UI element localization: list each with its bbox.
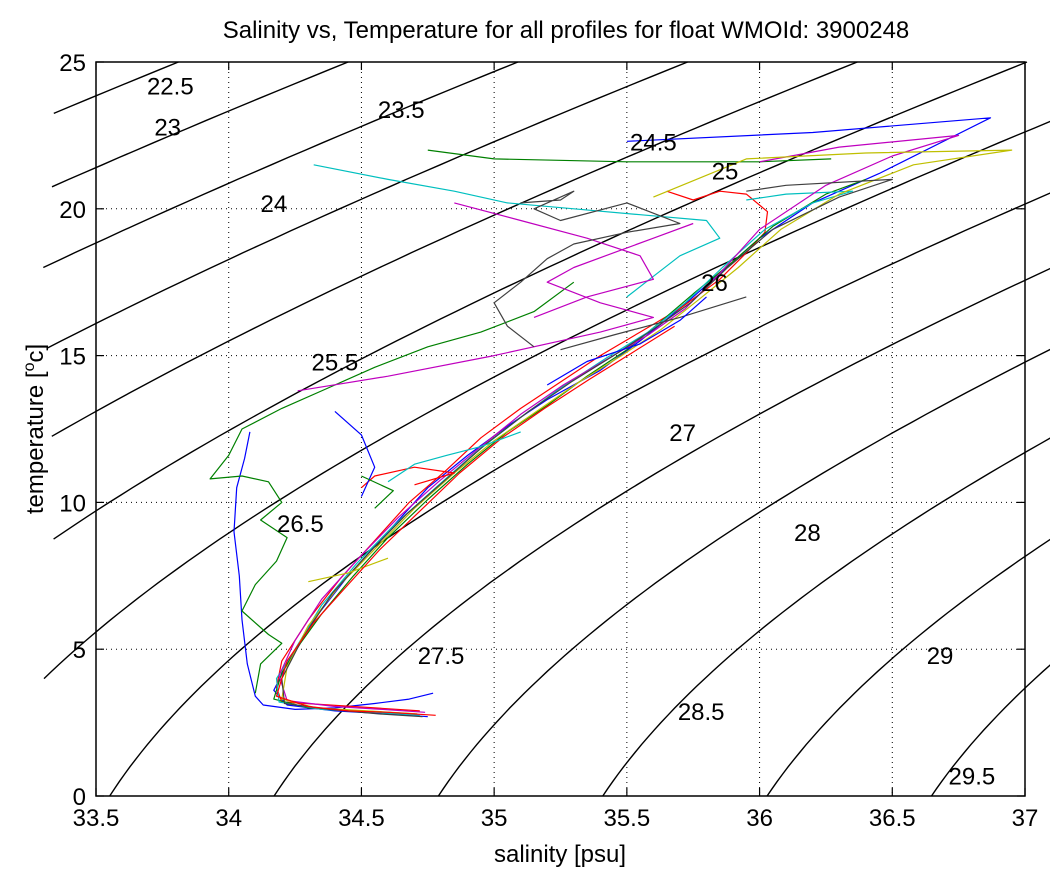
profile-line xyxy=(273,178,866,715)
contour-label: 23.5 xyxy=(378,97,425,124)
contour-line xyxy=(437,348,1050,797)
profile-line xyxy=(493,190,681,348)
y-tick-label: 10 xyxy=(59,490,86,517)
contour-line xyxy=(51,61,349,188)
profile-line xyxy=(275,325,675,716)
contour-line xyxy=(53,61,179,115)
x-tick-label: 34.5 xyxy=(338,805,385,832)
profile-line xyxy=(275,190,769,712)
contour-line xyxy=(930,664,1050,797)
x-tick-label: 36.5 xyxy=(869,805,916,832)
contour-label: 25 xyxy=(712,159,739,186)
profile-line xyxy=(454,202,654,318)
profile-line xyxy=(427,149,832,163)
x-axis-label: salinity [psu] xyxy=(494,841,626,868)
axis-ticks: 33.5 34 34.5 35 35.5 36 36.5 37 0 5 10 15 20 25 xyxy=(59,50,1038,832)
y-axis-label-main: temperature [ xyxy=(22,371,49,514)
contour-labels: 22.5 23 23.5 24 24.5 25 25.5 26 26.5 27 27.5 28 28.5… xyxy=(147,73,995,790)
plot-frame xyxy=(95,61,1026,797)
y-axis-label-unit: c] xyxy=(22,344,49,363)
contour-line xyxy=(602,437,1050,797)
contour-line xyxy=(43,61,519,269)
contour-line xyxy=(43,120,1050,680)
y-tick-label: 5 xyxy=(73,637,86,664)
contour-label: 25.5 xyxy=(312,349,359,376)
contour-label: 27 xyxy=(669,420,696,447)
profile-line xyxy=(209,281,575,694)
contour-label: 28 xyxy=(794,520,821,547)
profile-line xyxy=(387,431,521,483)
contour-label: 22.5 xyxy=(147,73,194,100)
x-tick-label: 35.5 xyxy=(603,805,650,832)
x-tick-label: 36 xyxy=(746,805,773,832)
profile-line xyxy=(281,149,1013,715)
profile-line xyxy=(233,431,434,710)
profile-line xyxy=(308,557,389,583)
y-tick-label: 20 xyxy=(59,197,86,224)
contour-label: 26.5 xyxy=(277,511,324,538)
profile-line xyxy=(278,134,960,713)
profile-series xyxy=(209,117,1013,718)
contour-label: 24 xyxy=(260,191,287,218)
y-tick-label: 15 xyxy=(59,344,86,371)
contour-label: 23 xyxy=(154,115,181,142)
y-axis-label: temperature [oc] xyxy=(21,344,49,514)
contour-label: 26 xyxy=(701,270,728,297)
chart-title: Salinity vs, Temperature for all profile… xyxy=(223,17,910,44)
contour-label: 29.5 xyxy=(949,763,996,790)
profile-line xyxy=(313,164,721,298)
x-tick-label: 37 xyxy=(1012,805,1039,832)
contour-line xyxy=(109,192,1050,797)
contour-label: 29 xyxy=(927,643,954,670)
y-tick-label: 25 xyxy=(59,50,86,77)
contour-label: 27.5 xyxy=(418,643,465,670)
contour-label: 24.5 xyxy=(630,129,677,156)
x-tick-label: 35 xyxy=(481,805,508,832)
profile-line xyxy=(560,296,747,351)
profile-line xyxy=(546,296,707,386)
contour-line xyxy=(46,61,688,349)
profile-line xyxy=(361,475,394,509)
x-tick-label: 33.5 xyxy=(73,805,120,832)
contour-line xyxy=(51,61,858,437)
x-tick-label: 34 xyxy=(215,805,242,832)
contour-line xyxy=(766,538,1050,797)
y-tick-label: 0 xyxy=(73,784,86,811)
profile-line xyxy=(297,222,694,392)
contour-line xyxy=(53,61,1028,540)
profile-line xyxy=(281,178,893,718)
contour-label: 28.5 xyxy=(678,699,725,726)
profile-line xyxy=(334,410,376,497)
y-axis-label-superscript: o xyxy=(21,362,38,371)
